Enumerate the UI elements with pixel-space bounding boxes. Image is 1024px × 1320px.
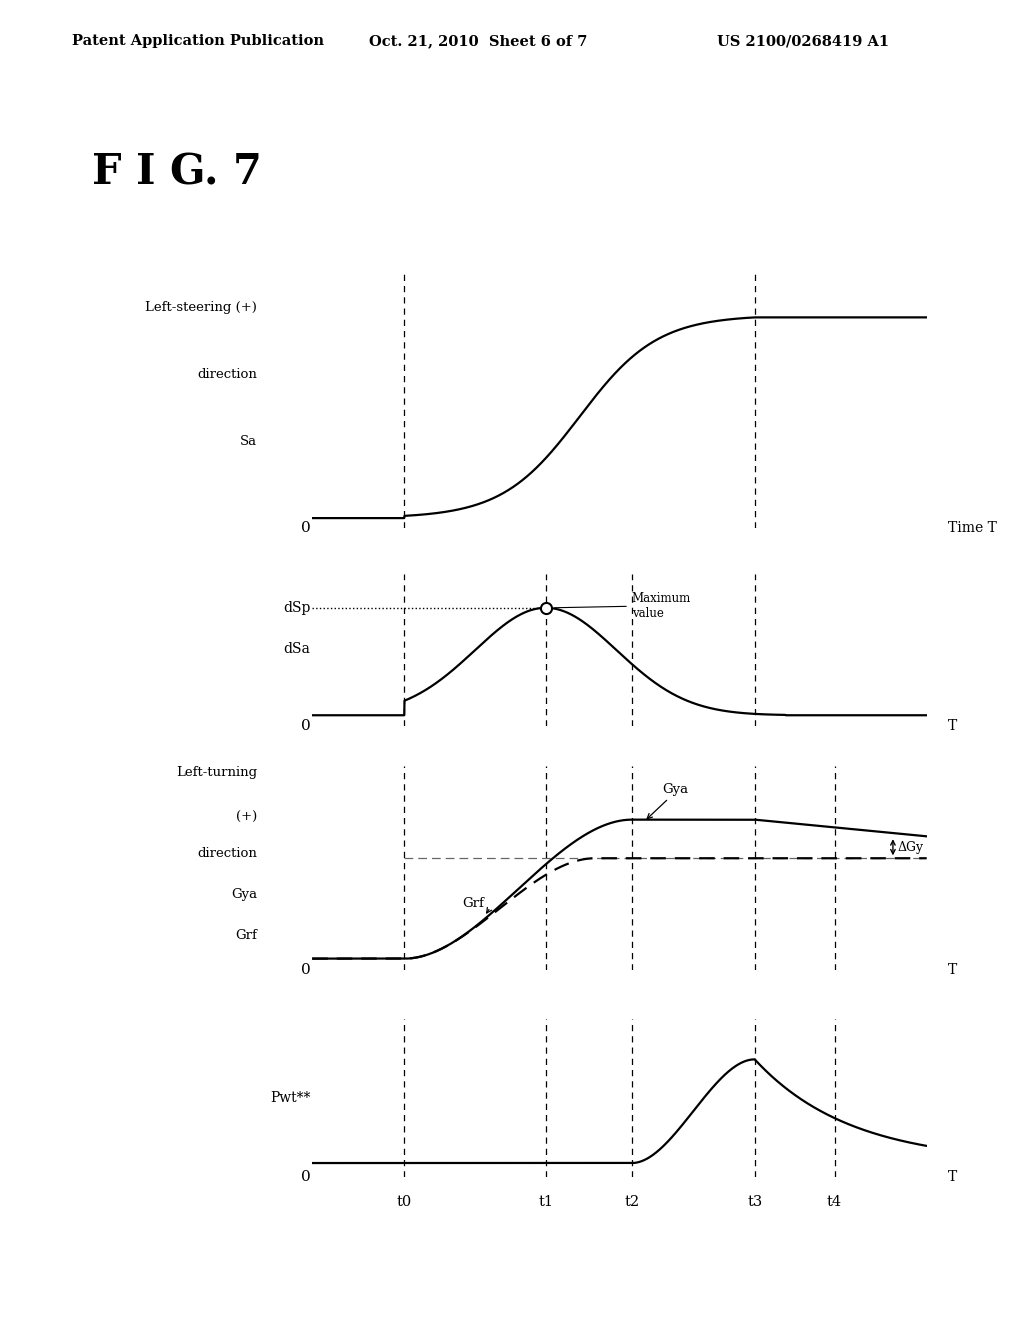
Text: Maximum
value: Maximum value xyxy=(555,591,691,619)
Text: Gya: Gya xyxy=(663,784,689,796)
Text: dSp: dSp xyxy=(283,601,310,615)
Text: 0: 0 xyxy=(301,719,310,733)
Text: Time T: Time T xyxy=(948,521,997,535)
Text: ΔGy: ΔGy xyxy=(898,841,924,854)
Text: 0: 0 xyxy=(301,964,310,977)
Text: t2: t2 xyxy=(625,1195,639,1209)
Text: F I G. 7: F I G. 7 xyxy=(92,152,262,194)
Text: US 2100/0268419 A1: US 2100/0268419 A1 xyxy=(717,34,889,49)
Text: Patent Application Publication: Patent Application Publication xyxy=(72,34,324,49)
Text: direction: direction xyxy=(198,368,257,381)
Text: t0: t0 xyxy=(397,1195,412,1209)
Text: t4: t4 xyxy=(827,1195,842,1209)
Text: dSa: dSa xyxy=(284,642,310,656)
Text: t1: t1 xyxy=(539,1195,553,1209)
Text: T: T xyxy=(948,719,957,733)
Text: Grf: Grf xyxy=(463,896,484,909)
Text: 0: 0 xyxy=(301,1171,310,1184)
Text: Left-turning: Left-turning xyxy=(176,766,257,779)
Text: T: T xyxy=(948,964,957,977)
Text: Grf: Grf xyxy=(236,929,257,942)
Text: Oct. 21, 2010  Sheet 6 of 7: Oct. 21, 2010 Sheet 6 of 7 xyxy=(369,34,587,49)
Text: direction: direction xyxy=(198,847,257,861)
Text: Left-steering (+): Left-steering (+) xyxy=(145,301,257,314)
Text: (+): (+) xyxy=(236,810,257,824)
Text: Sa: Sa xyxy=(240,436,257,449)
Text: t3: t3 xyxy=(748,1195,762,1209)
Text: 0: 0 xyxy=(301,521,310,535)
Text: T: T xyxy=(948,1171,957,1184)
Text: Gya: Gya xyxy=(230,888,257,902)
Text: Pwt**: Pwt** xyxy=(270,1092,310,1105)
